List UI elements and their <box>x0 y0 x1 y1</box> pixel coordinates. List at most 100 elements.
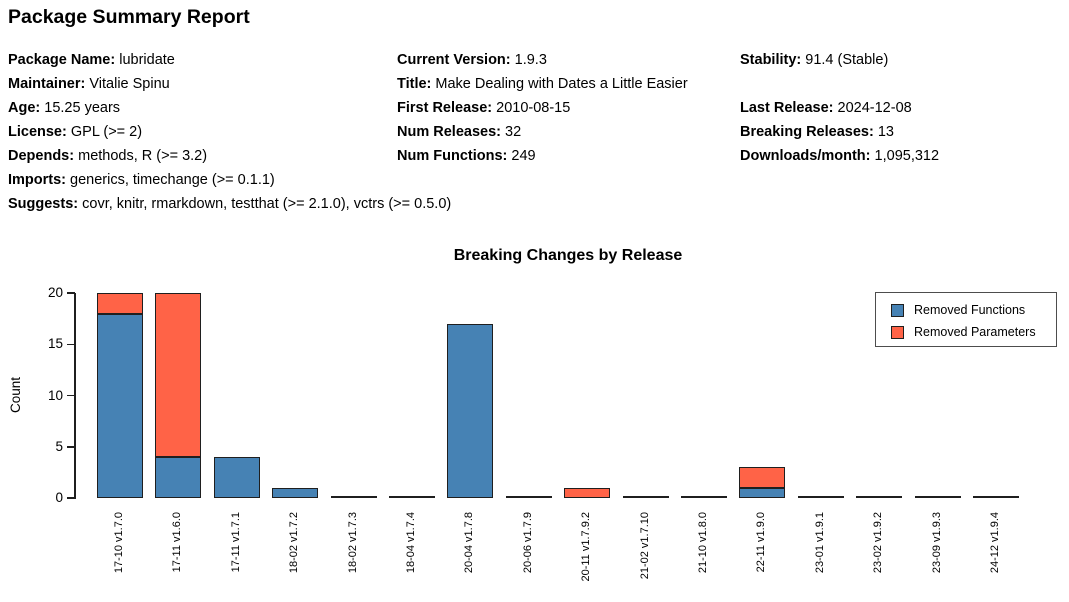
legend-label: Removed Functions <box>914 303 1026 317</box>
metadata-label: Num Releases: <box>397 124 501 140</box>
metadata-value: methods, R (>= 3.2) <box>78 148 208 164</box>
bar-segment-removed-functions <box>447 323 494 498</box>
metadata-row: Age: 15.25 years <box>8 96 451 120</box>
bar-zero-line <box>330 496 377 498</box>
bar-segment-removed-parameters <box>97 293 143 314</box>
x-tick-label: 18-04 v1.7.4 <box>405 512 417 574</box>
bar-zero-line <box>856 496 903 498</box>
x-tick-label: 23-09 v1.9.3 <box>930 512 943 574</box>
metadata-value: GPL (>= 2) <box>70 124 143 140</box>
y-tick-label: 20 <box>47 285 63 300</box>
x-tick-label: 23-02 v1.9.2 <box>872 512 885 574</box>
metadata-row: Breaking Releases: 13 <box>740 120 939 144</box>
bar-zero-line <box>389 496 435 498</box>
legend: Removed Functions Removed Parameters <box>875 292 1057 347</box>
bar-zero-line <box>505 496 552 498</box>
metadata-value: 15.25 years <box>44 100 121 116</box>
metadata-value: Vitalie Spinu <box>89 76 170 92</box>
y-tick-label: 10 <box>47 387 63 403</box>
metadata-column-2: Current Version: 1.9.3 Title: Make Dealin… <box>397 48 688 168</box>
metadata-value: Make Dealing with Dates a Little Easier <box>435 76 688 92</box>
metadata-row: Downloads/month: 1,095,312 <box>740 144 939 168</box>
metadata-value: 32 <box>505 124 522 140</box>
y-tick <box>67 446 75 448</box>
y-tick-label: 15 <box>47 336 63 352</box>
metadata-row: Maintainer: Vitalie Spinu <box>8 72 451 96</box>
bar-segment-removed-functions <box>97 313 143 498</box>
x-tick-label: 18-02 v1.7.2 <box>288 512 301 574</box>
metadata-row: Depends: methods, R (>= 3.2) <box>8 144 451 168</box>
y-axis-label: Count <box>8 376 23 414</box>
x-tick-label: 17-10 v1.7.0 <box>113 512 125 574</box>
x-tick-label: 21-10 v1.8.0 <box>697 512 709 574</box>
metadata-row: License: GPL (>= 2) <box>8 120 451 144</box>
y-tick-label: 0 <box>55 490 63 505</box>
x-tick-label: 17-11 v1.6.0 <box>171 512 184 573</box>
x-tick-label: 18-02 v1.7.3 <box>346 512 359 574</box>
bar-segment-removed-functions <box>155 457 202 498</box>
metadata-value: 13 <box>877 124 894 140</box>
metadata-value: generics, timechange (>= 0.1.1) <box>70 172 275 188</box>
metadata-label: Stability: <box>740 52 802 68</box>
metadata-row: Stability: 91.4 (Stable) <box>740 48 939 72</box>
metadata-label: Breaking Releases: <box>740 124 874 140</box>
y-tick <box>67 292 75 294</box>
x-tick-label: 22-11 v1.9.0 <box>755 512 768 573</box>
metadata-label: License: <box>8 124 67 140</box>
metadata-row: Last Release: 2024-12-08 <box>740 96 939 120</box>
bar-segment-removed-parameters <box>155 293 202 457</box>
metadata-label: Current Version: <box>397 52 511 68</box>
bar-segment-removed-functions <box>213 457 260 498</box>
metadata-value: covr, knitr, rmarkdown, testthat (>= 2.1… <box>82 196 452 212</box>
bar-segment-removed-functions <box>272 487 319 498</box>
metadata-value: 249 <box>511 148 536 164</box>
metadata-row: Suggests: covr, knitr, rmarkdown, testth… <box>8 192 451 216</box>
bar-zero-line <box>973 496 1019 498</box>
x-tick-label: 20-11 v1.7.9.2 <box>580 512 593 582</box>
metadata-label: Title: <box>397 76 432 92</box>
y-tick <box>67 497 75 499</box>
metadata-label: Suggests: <box>8 196 79 212</box>
metadata-row <box>740 72 939 96</box>
x-tick-label: 20-06 v1.7.9 <box>521 512 534 574</box>
y-tick <box>67 343 75 345</box>
x-tick-label: 21-02 v1.7.10 <box>638 512 651 580</box>
x-tick-label: 17-11 v1.7.1 <box>229 512 242 573</box>
legend-swatch-removed-functions <box>891 304 904 317</box>
metadata-row: Current Version: 1.9.3 <box>397 48 688 72</box>
metadata-label: Last Release: <box>740 100 834 116</box>
legend-label: Removed Parameters <box>914 325 1036 339</box>
y-tick <box>67 394 75 397</box>
metadata-value: 1,095,312 <box>874 148 940 164</box>
metadata-value: 91.4 (Stable) <box>805 52 889 68</box>
bar-zero-line <box>914 496 961 498</box>
metadata-label: Imports: <box>8 172 66 188</box>
bar-zero-line <box>622 496 669 498</box>
metadata-row: Num Releases: 32 <box>397 120 688 144</box>
metadata-label: Age: <box>8 100 41 116</box>
metadata-label: Downloads/month: <box>740 148 871 164</box>
metadata-value: 2024-12-08 <box>837 100 912 116</box>
metadata-label: Num Functions: <box>397 148 508 164</box>
metadata-row: Num Functions: 249 <box>397 144 688 168</box>
metadata-row: Imports: generics, timechange (>= 0.1.1) <box>8 168 451 192</box>
page-title: Package Summary Report <box>8 6 250 28</box>
bar-segment-removed-parameters <box>739 467 786 488</box>
metadata-label: Package Name: <box>8 52 116 68</box>
bar-segment-removed-functions <box>739 487 786 498</box>
y-tick-label: 5 <box>55 438 63 454</box>
bar-zero-line <box>681 496 727 498</box>
bar-segment-removed-parameters <box>564 487 611 498</box>
metadata-value: 2010-08-15 <box>496 100 571 116</box>
metadata-value: lubridate <box>119 52 175 68</box>
metadata-label: Depends: <box>8 148 75 164</box>
metadata-column-3: Stability: 91.4 (Stable) Last Release: 2… <box>740 48 939 168</box>
metadata-row: Package Name: lubridate <box>8 48 451 72</box>
metadata-label: Maintainer: <box>8 76 86 92</box>
metadata-column-1: Package Name: lubridate Maintainer: Vital… <box>8 48 451 216</box>
x-tick-label: 23-01 v1.9.1 <box>813 512 826 574</box>
legend-swatch-removed-parameters <box>891 326 904 339</box>
metadata-row: Title: Make Dealing with Dates a Little … <box>397 72 688 96</box>
metadata-label: First Release: <box>397 100 493 116</box>
